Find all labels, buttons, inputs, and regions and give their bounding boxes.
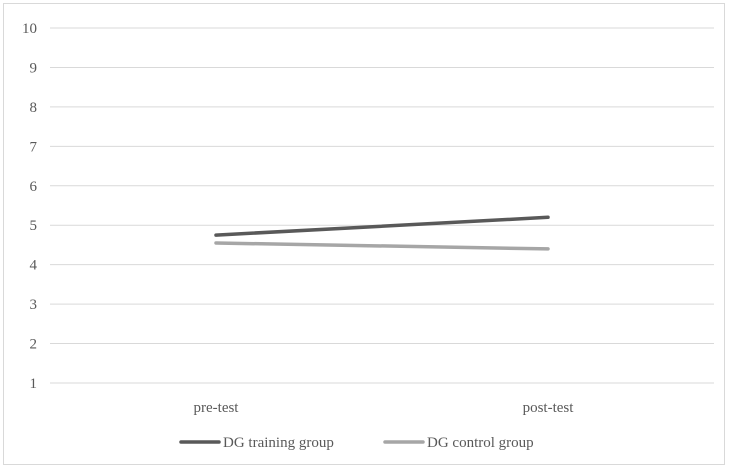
y-tick-label-10: 10 xyxy=(22,21,37,37)
series-line-1 xyxy=(214,241,550,251)
y-tick-label-3: 3 xyxy=(30,297,38,313)
x-axis-tick-labels: pre-test post-test xyxy=(194,400,575,416)
x-tick-label-pre-test: pre-test xyxy=(194,400,240,416)
gridlines xyxy=(50,27,714,384)
legend-label-0: DG training group xyxy=(223,435,334,451)
y-tick-label-4: 4 xyxy=(30,258,38,274)
x-tick-label-post-test: post-test xyxy=(523,400,575,416)
y-axis-tick-labels: 1 2 3 4 5 6 7 8 9 10 xyxy=(22,21,38,392)
series-lines xyxy=(214,215,550,251)
y-tick-label-8: 8 xyxy=(30,100,38,116)
chart-frame xyxy=(3,3,725,465)
legend-label-1: DG control group xyxy=(427,435,534,451)
y-tick-label-5: 5 xyxy=(30,218,38,234)
y-tick-label-2: 2 xyxy=(30,337,38,353)
legend: DG training group DG control group xyxy=(179,435,534,451)
y-tick-label-7: 7 xyxy=(30,139,38,155)
y-tick-label-6: 6 xyxy=(30,179,38,195)
y-tick-label-9: 9 xyxy=(30,60,38,76)
series-line-0 xyxy=(214,215,550,237)
y-tick-label-1: 1 xyxy=(30,376,38,392)
